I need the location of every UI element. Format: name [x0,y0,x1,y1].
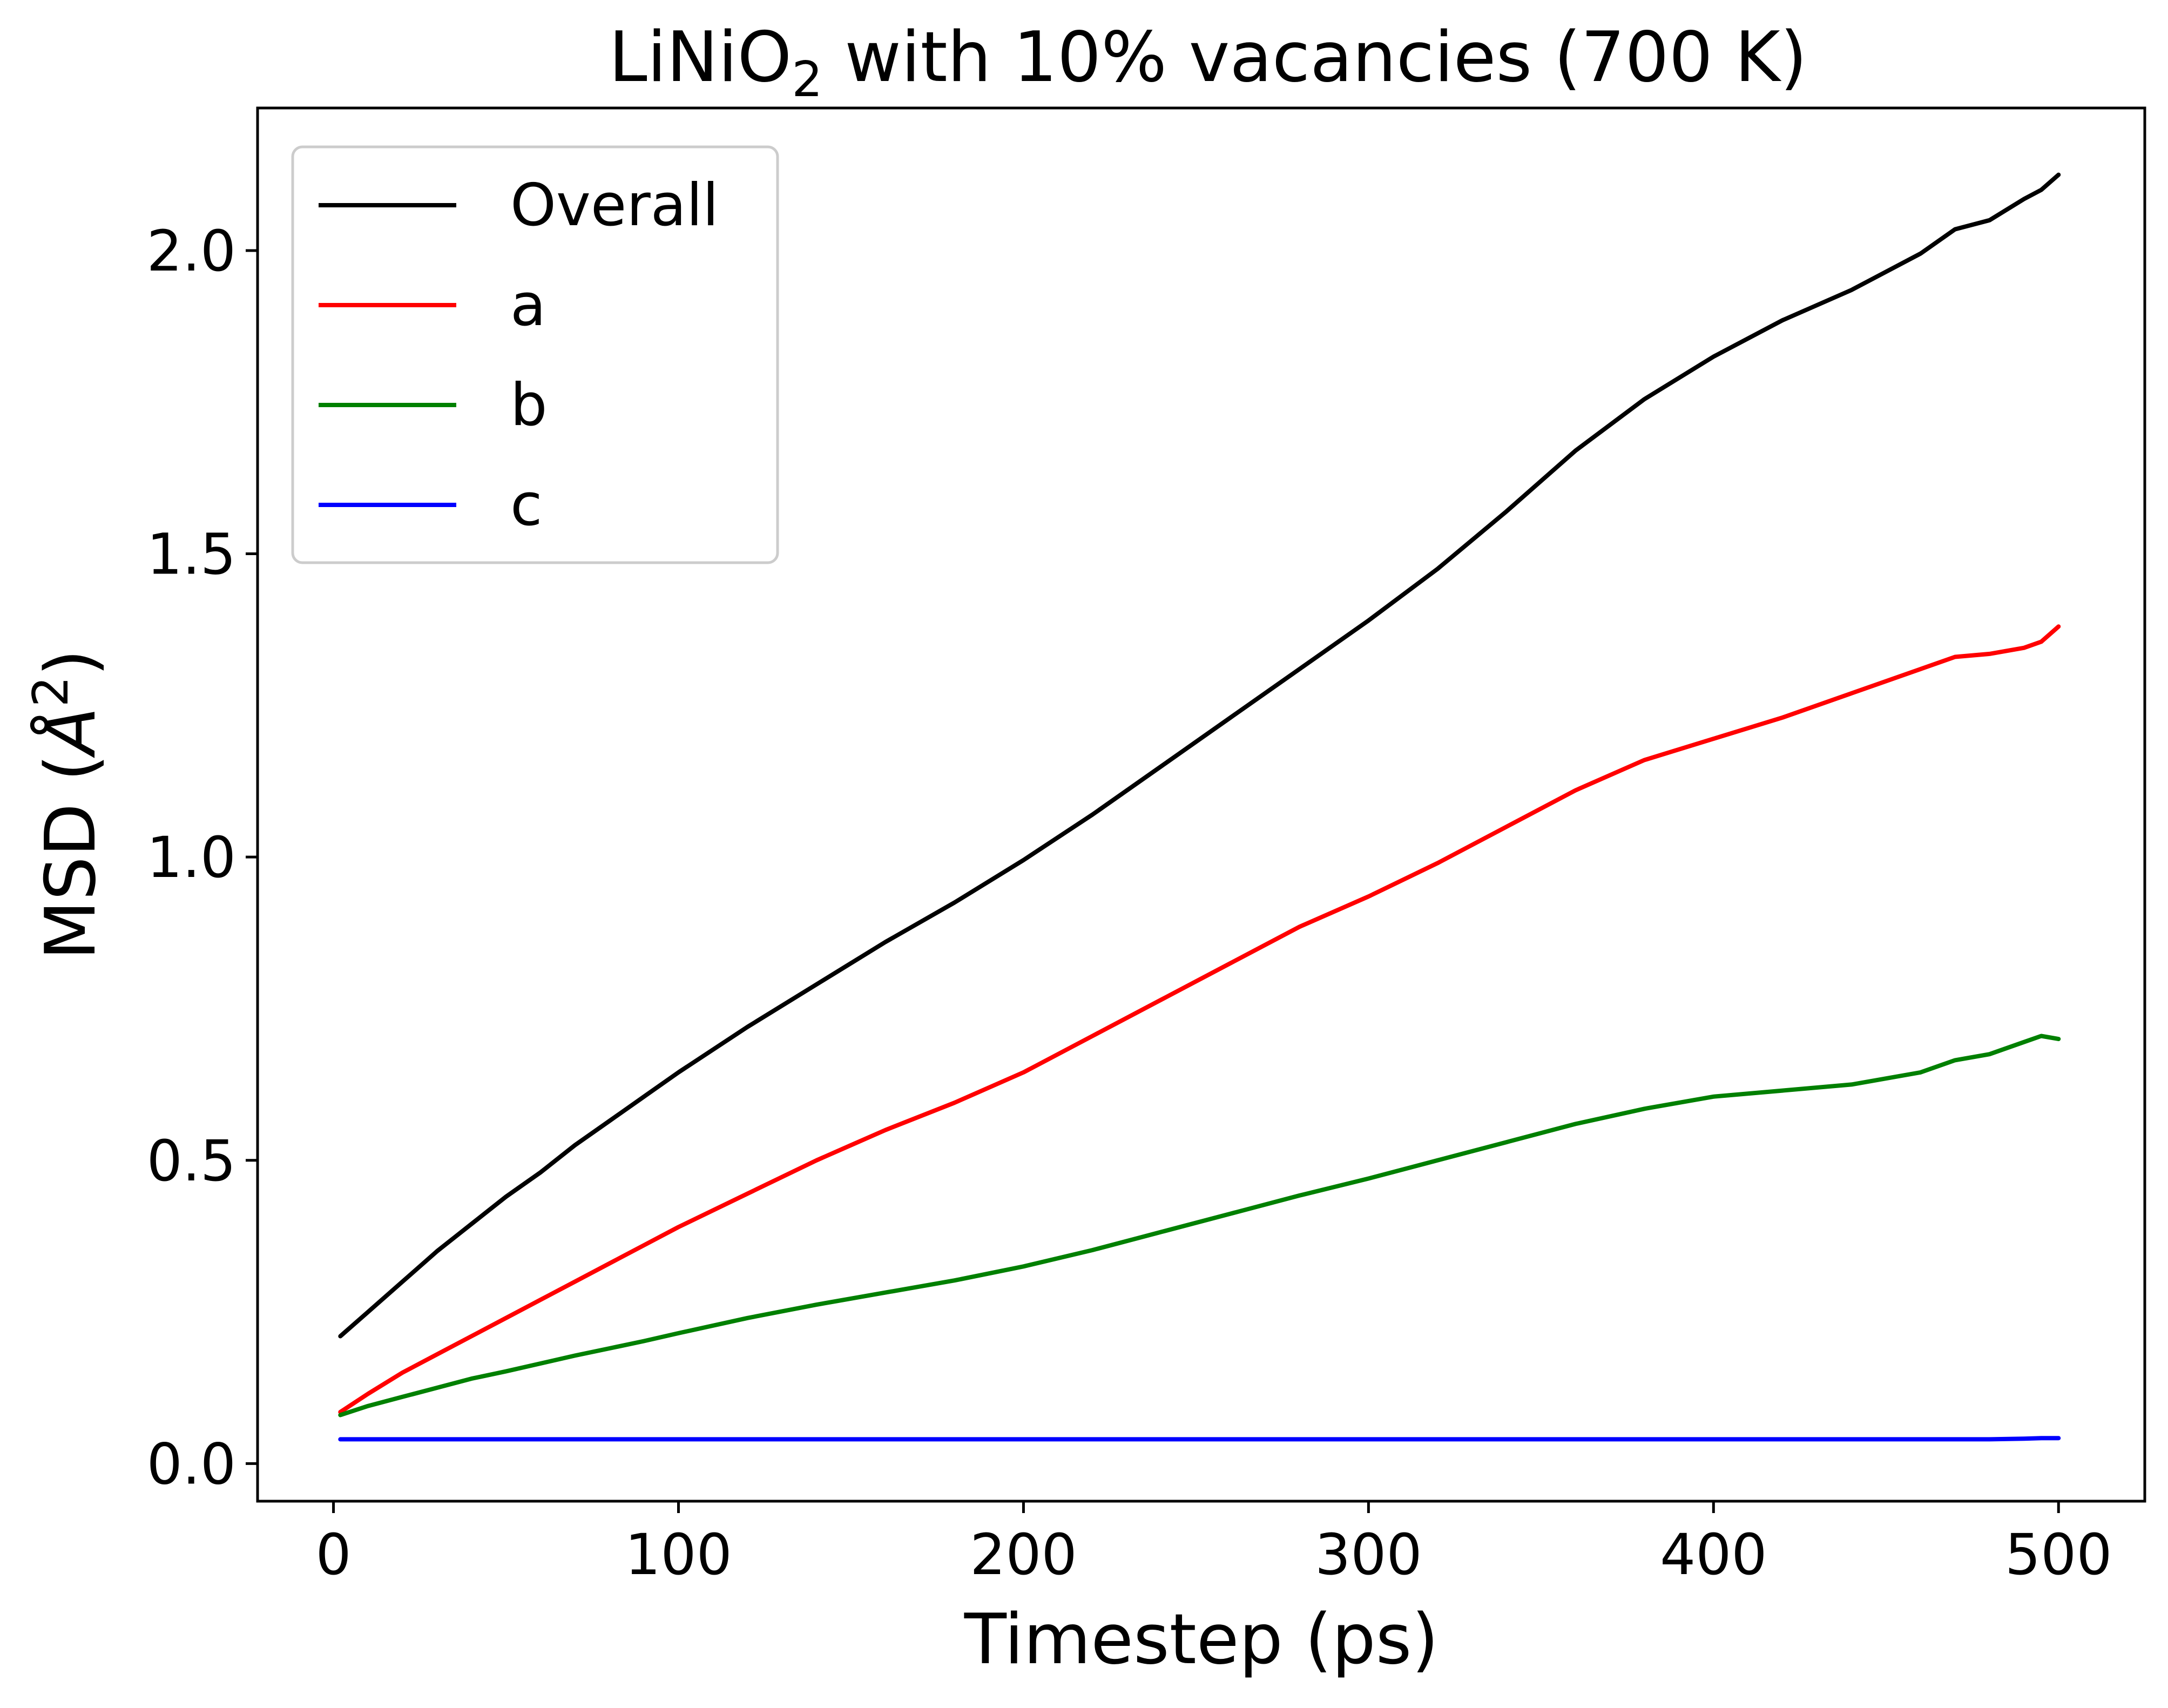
series-line-a [338,624,2061,1414]
y-axis-label: MSD (Å2) [23,649,111,960]
series-line-c [338,1436,2061,1442]
series-lines [338,172,2061,1442]
y-tick-label: 1.5 [147,522,236,588]
legend-label: c [510,471,542,539]
x-tick-label: 400 [1660,1522,1767,1588]
y-axis-label-unit: Å [30,707,111,758]
series-line-overall [338,172,2061,1339]
x-axis-label: Timestep (ps) [964,1599,1439,1680]
y-tick-label: 2.0 [147,218,236,284]
y-axis-label-prefix: MSD ( [31,754,111,960]
y-axis-label-suffix: ) [31,649,111,676]
x-axis: 0 100 200 300 400 500 [315,1501,2112,1588]
legend-box [291,145,779,564]
chart-title-subscript: 2 [792,51,822,108]
x-tick-label: 300 [1315,1522,1422,1588]
x-tick-label: 500 [2005,1522,2112,1588]
chart-title-prefix: LiNiO [609,17,792,98]
x-tick-label: 0 [315,1522,351,1588]
y-axis-label-superscript: 2 [23,676,79,707]
plot-area-frame [256,106,2146,1503]
legend-label: b [510,372,548,439]
y-tick-label: 1.0 [147,825,236,890]
series-line-b [338,1034,2061,1417]
y-axis: 0.0 0.5 1.0 1.5 2.0 [147,218,258,1497]
x-tick-label: 200 [970,1522,1077,1588]
y-tick-label: 0.5 [147,1128,236,1194]
chart-title-suffix: with 10% vacancies (700 K) [823,17,1807,98]
y-tick-label: 0.0 [147,1431,236,1497]
legend: Overall abc [291,145,779,564]
legend-label: Overall [510,172,719,239]
x-tick-label: 100 [625,1522,732,1588]
legend-label: a [510,272,546,339]
chart-title: LiNiO2 with 10% vacancies (700 K) [609,17,1807,108]
